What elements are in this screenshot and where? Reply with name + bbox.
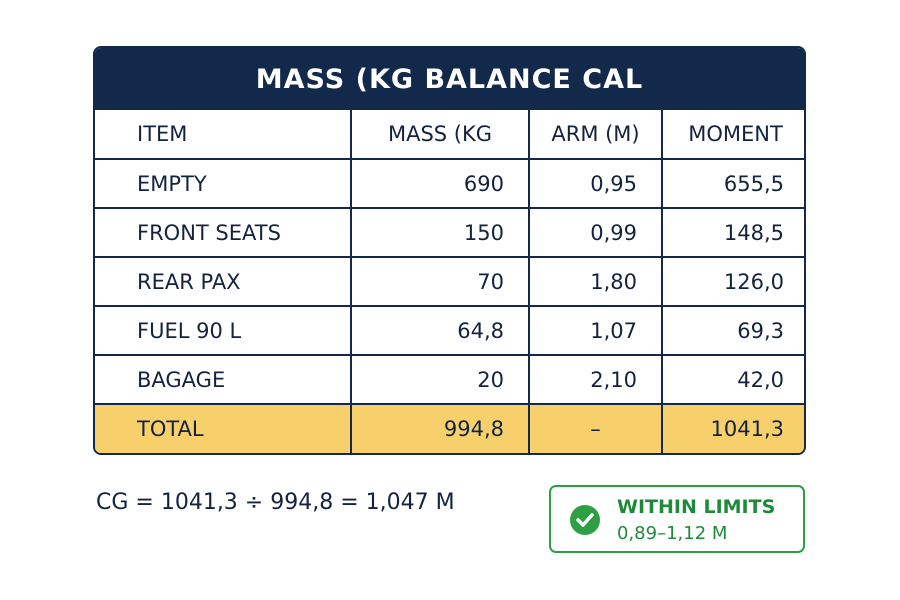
table-row: REAR PAX 70 1,80 126,0 bbox=[95, 256, 804, 307]
cell: 0,99 bbox=[528, 207, 663, 258]
cell: ARM (M) bbox=[528, 110, 663, 160]
title: MASS (KG BALANCE CAL bbox=[95, 48, 804, 110]
cell: 64,8 bbox=[350, 305, 530, 356]
table-row: EMPTY 690 0,95 655,5 bbox=[95, 158, 804, 209]
cell: 1041,3 bbox=[661, 403, 804, 453]
row-label: REAR PAX bbox=[95, 256, 352, 307]
cell: MASS (KG bbox=[350, 110, 530, 160]
row-label: FUEL 90 L bbox=[95, 305, 352, 356]
row-label: FRONT SEATS bbox=[95, 207, 352, 258]
cell: 42,0 bbox=[661, 354, 804, 405]
row-label: BAGAGE bbox=[95, 354, 352, 405]
table: ITEM MASS (KG ARM (M) MOMENT EMPTY 690 0,95 655… bbox=[95, 110, 804, 453]
table-row: BAGAGE 20 2,10 42,0 bbox=[95, 354, 804, 405]
cell: 148,5 bbox=[661, 207, 804, 258]
cell: 690 bbox=[350, 158, 530, 209]
table-body: ITEM MASS (KG ARM (M) MOMENT EMPTY 690 0,95 655… bbox=[95, 110, 804, 453]
cell: 994,8 bbox=[350, 403, 530, 453]
status-label: WITHIN LIMITS bbox=[617, 496, 776, 518]
formula: CG = 1041,3 ÷ 994,8 = 1,047 M bbox=[96, 490, 455, 515]
cell: 69,3 bbox=[661, 305, 804, 356]
row-label: ITEM bbox=[95, 110, 352, 160]
cell: 70 bbox=[350, 256, 530, 307]
cell: 655,5 bbox=[661, 158, 804, 209]
cell: 150 bbox=[350, 207, 530, 258]
cell: 1,80 bbox=[528, 256, 663, 307]
table-row: FRONT SEATS 150 0,99 148,5 bbox=[95, 207, 804, 258]
cell: 20 bbox=[350, 354, 530, 405]
cell: 126,0 bbox=[661, 256, 804, 307]
check-icon bbox=[570, 505, 600, 535]
status-badge: WITHIN LIMITS 0,89–1,12 M bbox=[549, 485, 805, 553]
cell: 2,10 bbox=[528, 354, 663, 405]
cell: – bbox=[528, 403, 663, 453]
table-row: FUEL 90 L 64,8 1,07 69,3 bbox=[95, 305, 804, 356]
cell: 1,07 bbox=[528, 305, 663, 356]
cell: 0,95 bbox=[528, 158, 663, 209]
table-card: MASS (KG BALANCE CAL ITEM MASS (KG ARM (M)… bbox=[93, 46, 806, 455]
row-label: EMPTY bbox=[95, 158, 352, 209]
cell: MOMENT bbox=[661, 110, 804, 160]
total-row: TOTAL 994,8–1041,3 bbox=[95, 403, 804, 453]
header-row: ITEM MASS (KG ARM (M) MOMENT bbox=[95, 110, 804, 160]
status-range: 0,89–1,12 M bbox=[617, 523, 728, 544]
row-label: TOTAL bbox=[95, 403, 352, 453]
